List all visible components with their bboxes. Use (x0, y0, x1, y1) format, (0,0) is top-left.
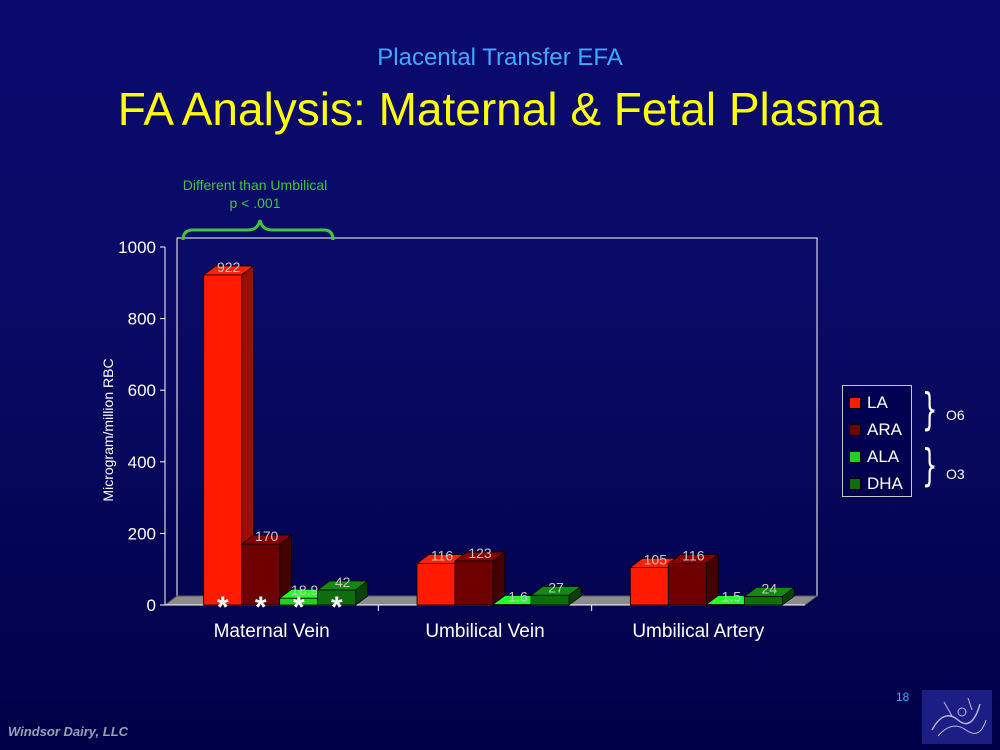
data-label-ara-0: 170 (255, 528, 279, 544)
data-label-ala-0: 18.9 (291, 582, 318, 598)
data-label-dha-1: 27 (548, 579, 564, 595)
x-tick-label-0: Maternal Vein (214, 621, 330, 642)
bar-ala-2 (705, 604, 745, 606)
o3-brace-icon: } (922, 440, 938, 491)
y-tick-label-600: 600 (128, 381, 156, 400)
bar-dha-2 (743, 596, 783, 606)
bar-dha-0 (317, 589, 357, 606)
y-axis-title: Microgram/million RBC (100, 358, 116, 501)
data-label-dha-2: 24 (762, 580, 778, 596)
significance-marker-ara: * (255, 591, 267, 624)
logo-sketch-icon (931, 697, 987, 737)
annotation-brace-icon (181, 219, 335, 241)
annotation-line-1: Different than Umbilical (182, 177, 328, 193)
significance-annotation: Different than Umbilical p < .001 (150, 176, 360, 212)
legend-swatch-dha (849, 477, 861, 490)
x-tick-label-1: Umbilical Vein (425, 621, 544, 642)
slide-subtitle: Placental Transfer EFA (377, 44, 623, 71)
bar-la-0 (203, 274, 243, 606)
data-label-dha-0: 42 (335, 574, 351, 590)
bar-la-1 (416, 563, 456, 606)
y-tick-label-400: 400 (128, 453, 156, 472)
legend-item-la: LA (843, 389, 911, 416)
legend-swatch-ala (849, 450, 861, 463)
x-tick-label-2: Umbilical Artery (632, 621, 764, 642)
page-number: 18 (896, 690, 910, 704)
y-tick-label-200: 200 (128, 524, 156, 543)
bar-ara-1 (454, 560, 494, 606)
data-label-ala-1: 1.6 (508, 588, 528, 604)
legend-label-ara: ARA (867, 419, 902, 439)
legend-swatch-ara (849, 423, 861, 436)
logo-icon (922, 690, 992, 744)
bar-dha-1 (530, 594, 570, 606)
slide-title: FA Analysis: Maternal & Fetal Plasma (117, 83, 883, 135)
data-label-ala-2: 1.5 (722, 588, 742, 604)
data-label-la-0: 922 (217, 259, 241, 275)
bar-la-2 (629, 567, 669, 606)
significance-marker-ala: * (293, 591, 305, 624)
legend-group-o6: O6 (946, 407, 965, 423)
annotation-line-2: p < .001 (229, 195, 281, 211)
y-tick-label-0: 0 (147, 596, 156, 615)
legend-label-la: LA (867, 392, 888, 412)
bar-ara-0 (241, 543, 281, 606)
o6-brace-icon: } (922, 384, 938, 435)
legend-item-ara: ARA (843, 416, 911, 443)
legend-item-ala: ALA (843, 443, 911, 470)
bar-ala-1 (492, 604, 532, 606)
data-label-ara-2: 116 (682, 547, 705, 563)
legend-item-dha: DHA (843, 470, 911, 497)
bar-ara-2 (667, 563, 707, 606)
y-tick-label-1000: 1000 (118, 238, 156, 257)
significance-marker-la: * (217, 591, 229, 624)
footer-company: Windsor Dairy, LLC (8, 724, 129, 739)
y-tick-label-800: 800 (128, 310, 156, 329)
chart-legend: LA ARA ALA DHA (842, 385, 912, 497)
data-label-ara-1: 123 (468, 545, 492, 561)
significance-marker-dha: * (331, 591, 343, 624)
legend-swatch-la (849, 396, 861, 409)
legend-label-dha: DHA (867, 473, 903, 493)
data-label-la-2: 105 (644, 551, 668, 567)
legend-group-o3: O3 (946, 466, 965, 482)
legend-label-ala: ALA (867, 446, 900, 466)
data-label-la-1: 116 (431, 547, 454, 563)
